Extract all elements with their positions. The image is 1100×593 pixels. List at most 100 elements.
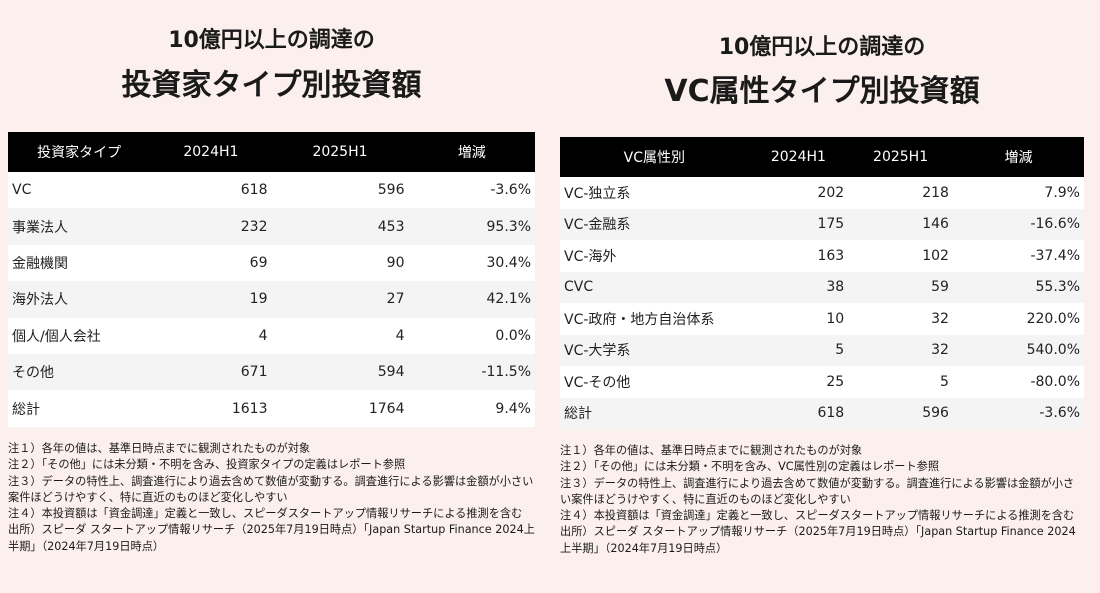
vc-attribute-table: VC属性別 2024H1 2025H1 増減 VC-独立系 202 218 7.9% … bbox=[560, 137, 1084, 429]
footnotes: 注１）各年の値は、基準日時点までに観測されたものが対象 注２）「その他」には未分… bbox=[560, 443, 1084, 557]
cell-change: 7.9% bbox=[1044, 184, 1080, 201]
footnote: 注２）「その他」には未分類・不明を含み、VC属性別の定義はレポート参照 bbox=[560, 460, 940, 474]
cell-2025h1: 4 bbox=[395, 327, 405, 344]
cell-change: 0.0% bbox=[495, 327, 531, 344]
column-header: 増減 bbox=[952, 137, 1084, 177]
table-row: CVC 38 59 55.3% bbox=[560, 271, 1084, 303]
table-row: 金融機関 69 90 30.4% bbox=[8, 244, 535, 282]
cell-2025h1: 90 bbox=[386, 254, 405, 271]
panel-title-line2: 投資家タイプ別投資額 bbox=[121, 68, 422, 103]
footnote: 注２）「その他」には未分類・不明を含み、投資家タイプの定義はレポート参照 bbox=[8, 458, 406, 472]
table-row: VC-海外 163 102 -37.4% bbox=[560, 240, 1084, 272]
table-row: VC-大学系 5 32 540.0% bbox=[560, 334, 1084, 366]
table-header-row: VC属性別 2024H1 2025H1 増減 bbox=[560, 137, 1084, 177]
cell-change: -3.6% bbox=[490, 182, 531, 199]
cell-change: -3.6% bbox=[1039, 405, 1080, 422]
column-header: 2025H1 bbox=[271, 132, 409, 172]
row-label: VC-大学系 bbox=[564, 343, 631, 360]
row-label: 海外法人 bbox=[12, 292, 68, 309]
row-label: VC bbox=[12, 182, 32, 199]
cell-change: 220.0% bbox=[1026, 310, 1080, 327]
cell-change: 55.3% bbox=[1035, 279, 1080, 296]
cell-2025h1: 218 bbox=[922, 184, 949, 201]
cell-change: 30.4% bbox=[486, 254, 531, 271]
cell-2024h1: 175 bbox=[817, 216, 845, 233]
footnote: 注３）データの特性上、調査進行により過去含めて数値が変動する。調査進行による影響… bbox=[560, 476, 1075, 506]
cell-2025h1: 1764 bbox=[368, 400, 405, 417]
cell-change: -80.0% bbox=[1030, 373, 1080, 390]
column-header: 投資家タイプ bbox=[8, 132, 151, 172]
table-row: 個人/個人会社 4 4 0.0% bbox=[8, 317, 535, 354]
row-label: 総計 bbox=[564, 406, 592, 423]
panel-title-line1: 10億円以上の調達の bbox=[718, 35, 926, 60]
table-total-row: 総計 1613 1764 9.4% bbox=[8, 390, 535, 427]
row-label: VC-海外 bbox=[564, 248, 617, 265]
cell-change: 540.0% bbox=[1026, 342, 1080, 359]
cell-change: -16.6% bbox=[1030, 216, 1080, 233]
cell-2024h1: 25 bbox=[826, 373, 845, 390]
footnote: 注３）データの特性上、調査進行により過去含めて数値が変動する。調査進行による影響… bbox=[8, 474, 534, 504]
footnotes: 注１）各年の値は、基準日時点までに観測されたものが対象 注２）「その他」には未分… bbox=[8, 441, 535, 555]
cell-2025h1: 32 bbox=[931, 342, 949, 359]
cell-change: -37.4% bbox=[1030, 247, 1080, 264]
investor-type-table: 投資家タイプ 2024H1 2025H1 増減 VC 618 596 -3.6% 事業… bbox=[8, 132, 535, 427]
cell-2025h1: 146 bbox=[922, 216, 949, 233]
cell-2025h1: 27 bbox=[386, 291, 405, 308]
cell-2024h1: 10 bbox=[826, 310, 845, 327]
table-row: VC-独立系 202 218 7.9% bbox=[560, 177, 1084, 209]
cell-2025h1: 594 bbox=[377, 364, 405, 381]
cell-change: -11.5% bbox=[481, 364, 531, 381]
cell-2025h1: 596 bbox=[922, 405, 949, 422]
cell-2025h1: 5 bbox=[940, 373, 949, 390]
cell-2024h1: 38 bbox=[826, 279, 845, 296]
row-label: 事業法人 bbox=[12, 219, 68, 236]
panel-title-line2: VC属性タイプ別投資額 bbox=[664, 74, 980, 109]
cell-2024h1: 5 bbox=[835, 342, 845, 359]
cell-2025h1: 453 bbox=[377, 218, 405, 235]
row-label: 総計 bbox=[12, 401, 40, 418]
cell-change: 42.1% bbox=[486, 291, 531, 308]
cell-2024h1: 232 bbox=[240, 218, 268, 235]
cell-2024h1: 4 bbox=[258, 327, 268, 344]
cell-2024h1: 618 bbox=[817, 405, 845, 422]
cell-change: 9.4% bbox=[495, 400, 531, 417]
row-label: VC-独立系 bbox=[564, 185, 631, 202]
row-label: VC-政府・地方自治体系 bbox=[564, 311, 715, 328]
table-row: VC-金融系 175 146 -16.6% bbox=[560, 208, 1084, 240]
column-header: 2025H1 bbox=[848, 137, 953, 177]
row-label: VC-その他 bbox=[564, 374, 631, 391]
cell-2024h1: 19 bbox=[249, 291, 268, 308]
source-note: 出所）スピーダ スタートアップ情報リサーチ（2025年7月19日時点）「Japa… bbox=[560, 525, 1076, 555]
source-note: 出所）スピーダ スタートアップ情報リサーチ（2025年7月19日時点）「Japa… bbox=[8, 523, 535, 553]
footnote: 注４）本投資額は「資金調達」定義と一致し、スピーダスタートアップ情報リサーチによ… bbox=[560, 509, 1075, 523]
column-header: 増減 bbox=[408, 132, 535, 172]
row-label: その他 bbox=[12, 365, 54, 382]
cell-2024h1: 69 bbox=[249, 254, 268, 271]
cell-2024h1: 671 bbox=[240, 364, 268, 381]
cell-2025h1: 32 bbox=[931, 310, 949, 327]
table-row: その他 671 594 -11.5% bbox=[8, 353, 535, 391]
cell-2025h1: 596 bbox=[377, 182, 405, 199]
column-header: VC属性別 bbox=[560, 137, 749, 177]
table-row: VC-その他 25 5 -80.0% bbox=[560, 366, 1084, 398]
table-row: 海外法人 19 27 42.1% bbox=[8, 281, 535, 318]
table-header-row: 投資家タイプ 2024H1 2025H1 増減 bbox=[8, 132, 535, 172]
cell-2025h1: 102 bbox=[922, 247, 949, 264]
row-label: CVC bbox=[564, 279, 594, 296]
table-row: VC 618 596 -3.6% bbox=[8, 172, 535, 209]
row-label: 個人/個人会社 bbox=[12, 328, 101, 345]
table-row: VC-政府・地方自治体系 10 32 220.0% bbox=[560, 303, 1084, 335]
cell-change: 95.3% bbox=[486, 218, 531, 235]
table-row: 事業法人 232 453 95.3% bbox=[8, 208, 535, 245]
footnote: 注１）各年の値は、基準日時点までに観測されたものが対象 bbox=[560, 444, 863, 457]
column-header: 2024H1 bbox=[748, 137, 849, 177]
row-label: VC-金融系 bbox=[564, 217, 631, 234]
cell-2024h1: 202 bbox=[817, 184, 845, 201]
column-header: 2024H1 bbox=[150, 132, 272, 172]
table-total-row: 総計 618 596 -3.6% bbox=[560, 397, 1084, 429]
cell-2025h1: 59 bbox=[931, 279, 949, 296]
cell-2024h1: 618 bbox=[240, 182, 268, 199]
footnote: 注１）各年の値は、基準日時点までに観測されたものが対象 bbox=[8, 442, 311, 455]
panel-title-line1: 10億円以上の調達の bbox=[168, 28, 375, 53]
row-label: 金融機関 bbox=[12, 255, 68, 272]
